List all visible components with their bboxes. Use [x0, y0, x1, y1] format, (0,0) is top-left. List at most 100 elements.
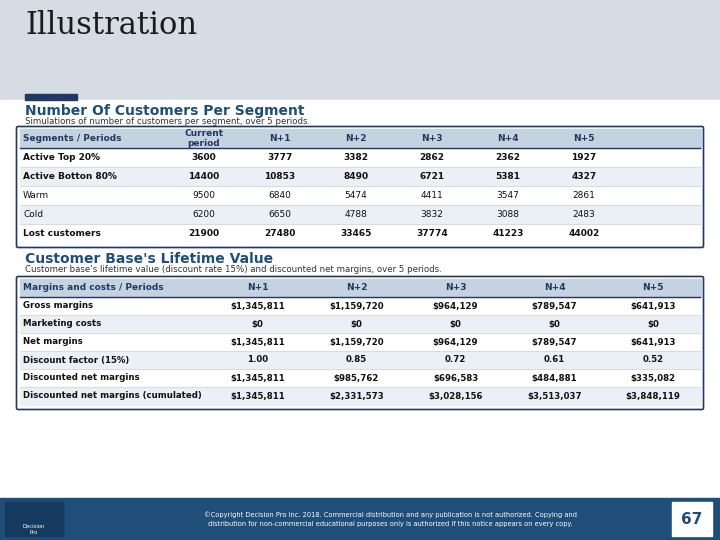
- Bar: [19, 351, 701, 369]
- Text: Discounted net margins (cumulated): Discounted net margins (cumulated): [23, 392, 202, 401]
- Text: $0: $0: [549, 320, 560, 328]
- Text: $789,547: $789,547: [531, 338, 577, 347]
- Text: Cold: Cold: [23, 210, 43, 219]
- Text: 37774: 37774: [416, 229, 448, 238]
- Text: Lost customers: Lost customers: [23, 229, 101, 238]
- Text: 1927: 1927: [572, 153, 597, 162]
- Text: ©Copyright Decision Pro Inc. 2018. Commercial distribution and any publication i: ©Copyright Decision Pro Inc. 2018. Comme…: [204, 511, 577, 526]
- Text: N+4: N+4: [498, 134, 519, 143]
- Text: 2862: 2862: [420, 153, 444, 162]
- Text: Segments / Periods: Segments / Periods: [23, 134, 122, 143]
- Bar: [19, 129, 701, 148]
- Text: N+3: N+3: [421, 134, 443, 143]
- Text: 4411: 4411: [420, 191, 444, 200]
- Text: 1.00: 1.00: [247, 355, 268, 364]
- Text: Customer base's lifetime value (discount rate 15%) and discounted net margins, o: Customer base's lifetime value (discount…: [25, 265, 442, 274]
- Text: 5474: 5474: [345, 191, 367, 200]
- Text: Decision: Decision: [23, 523, 45, 529]
- Text: N+3: N+3: [445, 284, 467, 293]
- Text: 3547: 3547: [497, 191, 519, 200]
- Text: 3777: 3777: [267, 153, 293, 162]
- Text: 3088: 3088: [497, 210, 520, 219]
- Bar: [19, 167, 701, 186]
- Text: $0: $0: [449, 320, 462, 328]
- Text: 6650: 6650: [269, 210, 292, 219]
- Bar: [19, 315, 701, 333]
- Text: Active Top 20%: Active Top 20%: [23, 153, 100, 162]
- Text: 27480: 27480: [264, 229, 296, 238]
- Text: $2,331,573: $2,331,573: [329, 392, 384, 401]
- Text: 10853: 10853: [264, 172, 296, 181]
- Text: Illustration: Illustration: [25, 10, 197, 41]
- Text: 8490: 8490: [343, 172, 369, 181]
- Text: $3,028,156: $3,028,156: [428, 392, 482, 401]
- Text: $3,848,119: $3,848,119: [626, 392, 680, 401]
- Text: Gross margins: Gross margins: [23, 301, 93, 310]
- Text: N+4: N+4: [544, 284, 565, 293]
- Text: Net margins: Net margins: [23, 338, 83, 347]
- Bar: [19, 387, 701, 405]
- Text: N+5: N+5: [573, 134, 595, 143]
- Text: 44002: 44002: [568, 229, 600, 238]
- Text: $0: $0: [351, 320, 362, 328]
- Bar: [5, 502, 63, 536]
- Text: N+1: N+1: [269, 134, 291, 143]
- Text: $985,762: $985,762: [334, 374, 379, 382]
- Text: Discount factor (15%): Discount factor (15%): [23, 355, 130, 364]
- Text: Number Of Customers Per Segment: Number Of Customers Per Segment: [25, 104, 305, 118]
- Text: $3,513,037: $3,513,037: [527, 392, 582, 401]
- Text: $0: $0: [647, 320, 659, 328]
- Text: 41223: 41223: [492, 229, 523, 238]
- Text: Simulations of number of customers per segment, over 5 periods.: Simulations of number of customers per s…: [25, 117, 310, 126]
- Bar: [0, 498, 720, 540]
- Text: Discounted net margins: Discounted net margins: [23, 374, 140, 382]
- Text: 9500: 9500: [192, 191, 215, 200]
- Text: N+2: N+2: [346, 134, 366, 143]
- Text: 6840: 6840: [269, 191, 292, 200]
- Text: $1,159,720: $1,159,720: [329, 338, 384, 347]
- Text: $964,129: $964,129: [433, 338, 478, 347]
- Bar: [25, 94, 77, 100]
- Text: $641,913: $641,913: [630, 338, 676, 347]
- Text: 5381: 5381: [495, 172, 521, 181]
- Text: 4788: 4788: [345, 210, 367, 219]
- Text: $484,881: $484,881: [531, 374, 577, 382]
- Text: 6200: 6200: [192, 210, 215, 219]
- Text: 0.72: 0.72: [445, 355, 466, 364]
- Text: $1,345,811: $1,345,811: [230, 392, 285, 401]
- FancyBboxPatch shape: [17, 276, 703, 409]
- Text: Customer Base's Lifetime Value: Customer Base's Lifetime Value: [25, 252, 273, 266]
- Text: 0.61: 0.61: [544, 355, 565, 364]
- Text: 33465: 33465: [341, 229, 372, 238]
- Text: 3600: 3600: [192, 153, 217, 162]
- Text: Marketing costs: Marketing costs: [23, 320, 102, 328]
- Bar: [0, 0, 720, 100]
- Text: 4327: 4327: [572, 172, 597, 181]
- Text: $1,345,811: $1,345,811: [230, 301, 285, 310]
- FancyBboxPatch shape: [17, 126, 703, 247]
- Text: 0.85: 0.85: [346, 355, 367, 364]
- Text: 2861: 2861: [572, 191, 595, 200]
- Text: Warm: Warm: [23, 191, 49, 200]
- Bar: [19, 279, 701, 297]
- Text: $696,583: $696,583: [433, 374, 478, 382]
- Text: $1,345,811: $1,345,811: [230, 374, 285, 382]
- Text: 2483: 2483: [572, 210, 595, 219]
- Text: $964,129: $964,129: [433, 301, 478, 310]
- Text: 14400: 14400: [189, 172, 220, 181]
- Text: $789,547: $789,547: [531, 301, 577, 310]
- Text: N+1: N+1: [247, 284, 269, 293]
- Text: 21900: 21900: [189, 229, 220, 238]
- Text: $1,159,720: $1,159,720: [329, 301, 384, 310]
- Text: $0: $0: [251, 320, 264, 328]
- Text: 3382: 3382: [343, 153, 369, 162]
- Bar: [672, 502, 712, 536]
- Text: 3832: 3832: [420, 210, 444, 219]
- Text: 2362: 2362: [495, 153, 521, 162]
- Bar: [19, 205, 701, 224]
- Text: Pro: Pro: [30, 530, 38, 535]
- Text: Margins and costs / Periods: Margins and costs / Periods: [23, 284, 163, 293]
- Text: 6721: 6721: [420, 172, 444, 181]
- Text: $335,082: $335,082: [631, 374, 675, 382]
- Text: Current
period: Current period: [184, 129, 224, 148]
